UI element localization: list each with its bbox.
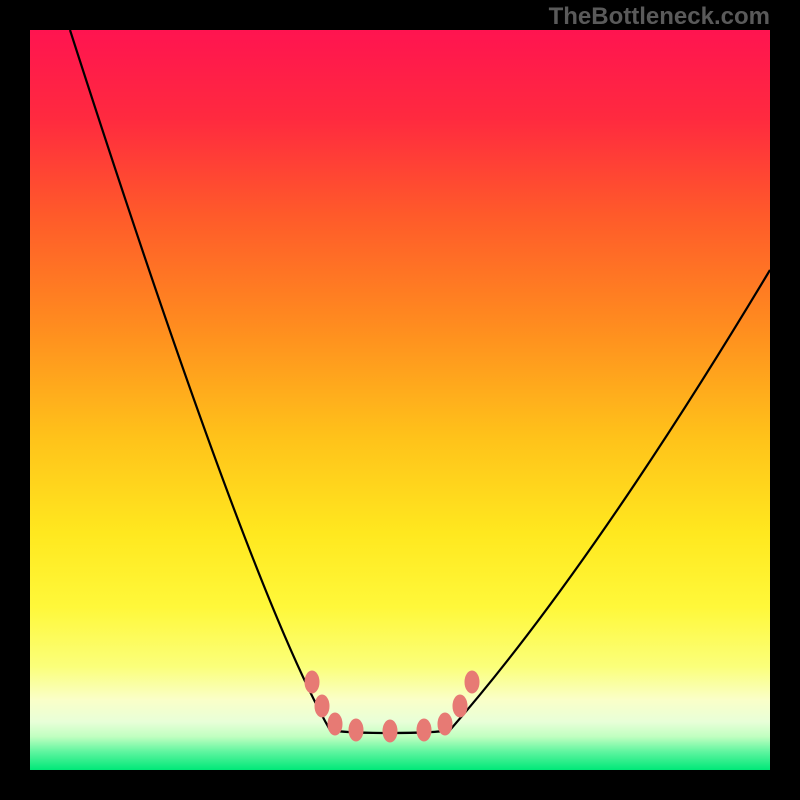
plot-area: [30, 30, 770, 770]
curve-marker: [383, 720, 397, 742]
watermark-text: TheBottleneck.com: [549, 3, 770, 31]
bottleneck-chart: [0, 0, 800, 800]
curve-marker: [465, 671, 479, 693]
curve-marker: [315, 695, 329, 717]
curve-marker: [349, 719, 363, 741]
curve-marker: [417, 719, 431, 741]
chart-frame: TheBottleneck.com: [0, 0, 800, 800]
curve-marker: [328, 713, 342, 735]
curve-marker: [453, 695, 467, 717]
curve-marker: [438, 713, 452, 735]
gradient-background: [30, 30, 770, 770]
curve-marker: [305, 671, 319, 693]
